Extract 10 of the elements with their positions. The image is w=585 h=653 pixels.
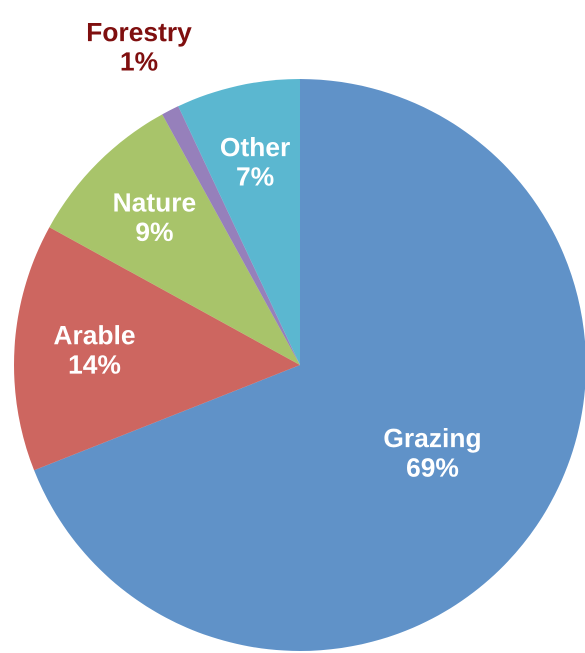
data-label: 7% — [237, 167, 274, 186]
data-label: 9% — [136, 222, 173, 242]
slice-label: Arable — [54, 325, 135, 344]
data-label: 14% — [70, 355, 120, 374]
data-label: 1% — [122, 52, 158, 71]
data-label: 69% — [407, 458, 458, 477]
slice-label: Other — [220, 137, 290, 156]
slice-label: Nature — [114, 193, 196, 212]
slice-label: Forestry — [88, 22, 192, 47]
slice-label: Grazing — [384, 428, 480, 453]
